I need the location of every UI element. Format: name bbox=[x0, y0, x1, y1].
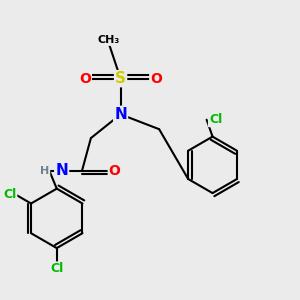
Text: H: H bbox=[40, 166, 49, 176]
Text: O: O bbox=[150, 72, 162, 86]
Text: Cl: Cl bbox=[50, 262, 63, 275]
Text: CH₃: CH₃ bbox=[98, 35, 120, 45]
Text: O: O bbox=[79, 72, 91, 86]
Text: Cl: Cl bbox=[209, 113, 222, 126]
Text: N: N bbox=[114, 107, 127, 122]
Text: S: S bbox=[115, 71, 126, 86]
Text: O: O bbox=[109, 164, 121, 178]
Text: N: N bbox=[55, 163, 68, 178]
Text: Cl: Cl bbox=[3, 188, 16, 201]
